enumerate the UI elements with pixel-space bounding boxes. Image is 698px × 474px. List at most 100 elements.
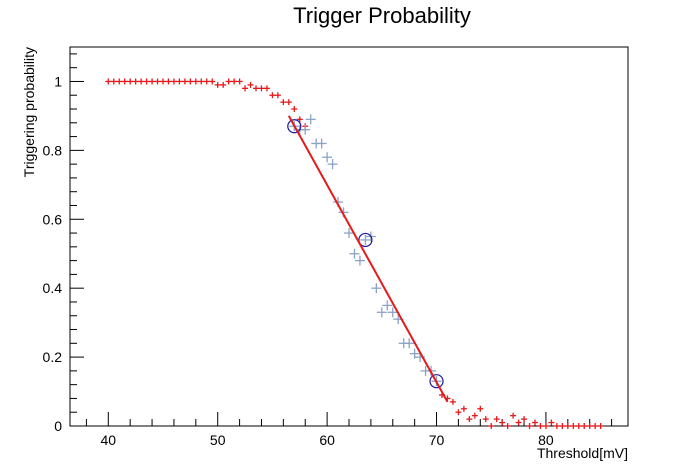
cross-point-small (242, 85, 249, 92)
cross-point-small (510, 412, 517, 419)
cross-point-small (482, 416, 489, 423)
cross-point-small (187, 78, 194, 85)
cross-point-small (575, 423, 582, 429)
cross-point-small (466, 416, 473, 423)
cross-point-small (176, 78, 183, 85)
cross-point-large (382, 300, 393, 311)
series-3 (287, 115, 449, 403)
cross-point-small (165, 78, 172, 85)
cross-point-large (387, 307, 398, 318)
series-0 (105, 78, 604, 429)
cross-point-large (316, 138, 327, 149)
cross-point-small (181, 78, 188, 85)
cross-point-small (499, 419, 506, 426)
cross-point-small (570, 423, 577, 429)
cross-point-small (116, 78, 123, 85)
circle-point (429, 374, 444, 389)
cross-point-small (488, 423, 495, 429)
cross-point-large (322, 152, 333, 163)
x-tick-label: 70 (429, 432, 445, 448)
cross-point-large (300, 124, 311, 135)
cross-point-small (149, 78, 156, 85)
cross-point-small (592, 423, 599, 429)
axis-tick-labels: 40 50 60 70 80 0 0.2 0.4 0.6 0.8 1 (43, 73, 554, 448)
series-2 (287, 119, 444, 389)
cross-point-small (285, 99, 292, 106)
cross-point-small (542, 423, 549, 429)
x-tick-label: 60 (319, 432, 335, 448)
cross-point-small (274, 92, 281, 99)
cross-point-small (110, 78, 117, 85)
circle-point (358, 232, 373, 248)
cross-point-small (105, 78, 112, 85)
cross-point-small (132, 78, 139, 85)
cross-point-large (360, 234, 371, 245)
x-tick-label: 40 (101, 432, 117, 448)
cross-point-small (121, 78, 128, 85)
x-axis-title: Threshold[mV] (537, 445, 628, 461)
cross-point-large (344, 228, 354, 239)
cross-point-small (269, 92, 276, 99)
cross-point-small (471, 412, 478, 419)
series-1 (289, 114, 442, 387)
cross-point-small (532, 419, 538, 426)
x-tick-label: 80 (538, 432, 554, 448)
cross-point-small (581, 423, 588, 429)
cross-point-large (327, 159, 338, 170)
cross-point-small (214, 81, 221, 88)
cross-point-small (586, 423, 593, 429)
cross-point-small (455, 409, 462, 416)
cross-point-small (460, 405, 467, 412)
cross-point-small (493, 416, 500, 423)
y-tick-label: 0.2 (43, 349, 63, 365)
cross-point-small (291, 106, 298, 113)
y-tick-label: 0.6 (43, 211, 63, 227)
cross-point-small (537, 423, 544, 429)
cross-point-small (198, 78, 205, 85)
cross-point-small (553, 423, 560, 429)
cross-point-small (504, 423, 511, 429)
cross-point-small (225, 78, 232, 85)
cross-point-small (203, 78, 210, 85)
fit-line (287, 115, 449, 403)
cross-point-small (231, 78, 238, 85)
cross-point-large (354, 255, 365, 266)
x-tick-label: 50 (210, 432, 226, 448)
cross-point-small (143, 78, 150, 85)
cross-point-small (247, 81, 254, 88)
cross-point-small (280, 99, 287, 106)
cross-point-small (597, 423, 604, 429)
cross-point-small (220, 81, 227, 88)
cross-point-large (409, 348, 420, 359)
y-tick-label: 0.4 (43, 280, 63, 296)
cross-point-small (515, 419, 522, 426)
cross-point-large (349, 248, 360, 259)
cross-point-small (521, 416, 528, 423)
circle-point (287, 119, 302, 134)
axis-ticks (70, 53, 613, 427)
cross-point-small (236, 78, 243, 85)
cross-point-large (404, 338, 415, 349)
cross-point-small (154, 78, 161, 85)
cross-point-small (559, 423, 566, 429)
cross-point-large (305, 114, 316, 125)
cross-point-small (477, 405, 484, 412)
cross-point-small (449, 398, 456, 405)
y-tick-label: 0 (54, 418, 62, 434)
y-tick-label: 1 (54, 73, 62, 89)
cross-point-small (209, 78, 216, 85)
cross-point-small (526, 423, 533, 429)
y-axis-title: Triggering probability (21, 47, 37, 177)
cross-point-small (160, 78, 166, 85)
cross-point-small (564, 423, 571, 429)
cross-point-large (376, 307, 387, 318)
cross-point-small (138, 78, 145, 85)
cross-point-small (127, 78, 134, 85)
cross-point-small (296, 116, 303, 123)
data-marks (105, 78, 604, 429)
cross-point-small (253, 85, 259, 92)
cross-point-small (192, 78, 199, 85)
chart-title: Trigger Probability (293, 3, 471, 28)
cross-point-small (258, 85, 265, 92)
